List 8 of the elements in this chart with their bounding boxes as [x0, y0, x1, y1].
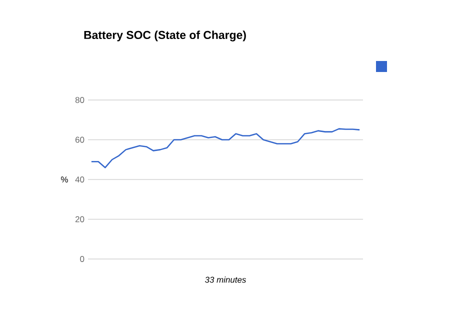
y-tick-label: 60 — [76, 136, 84, 143]
y-axis-title: % — [60, 176, 68, 182]
y-tick-label: 40 — [75, 176, 84, 182]
y-tick-label: 0 — [80, 256, 84, 262]
y-tick-label: 20 — [75, 216, 84, 222]
chart-title: Battery SOC (State of Charge) — [84, 30, 246, 42]
x-axis-title: 33 minutes — [204, 276, 246, 283]
y-tick-label: 80 — [75, 97, 84, 103]
